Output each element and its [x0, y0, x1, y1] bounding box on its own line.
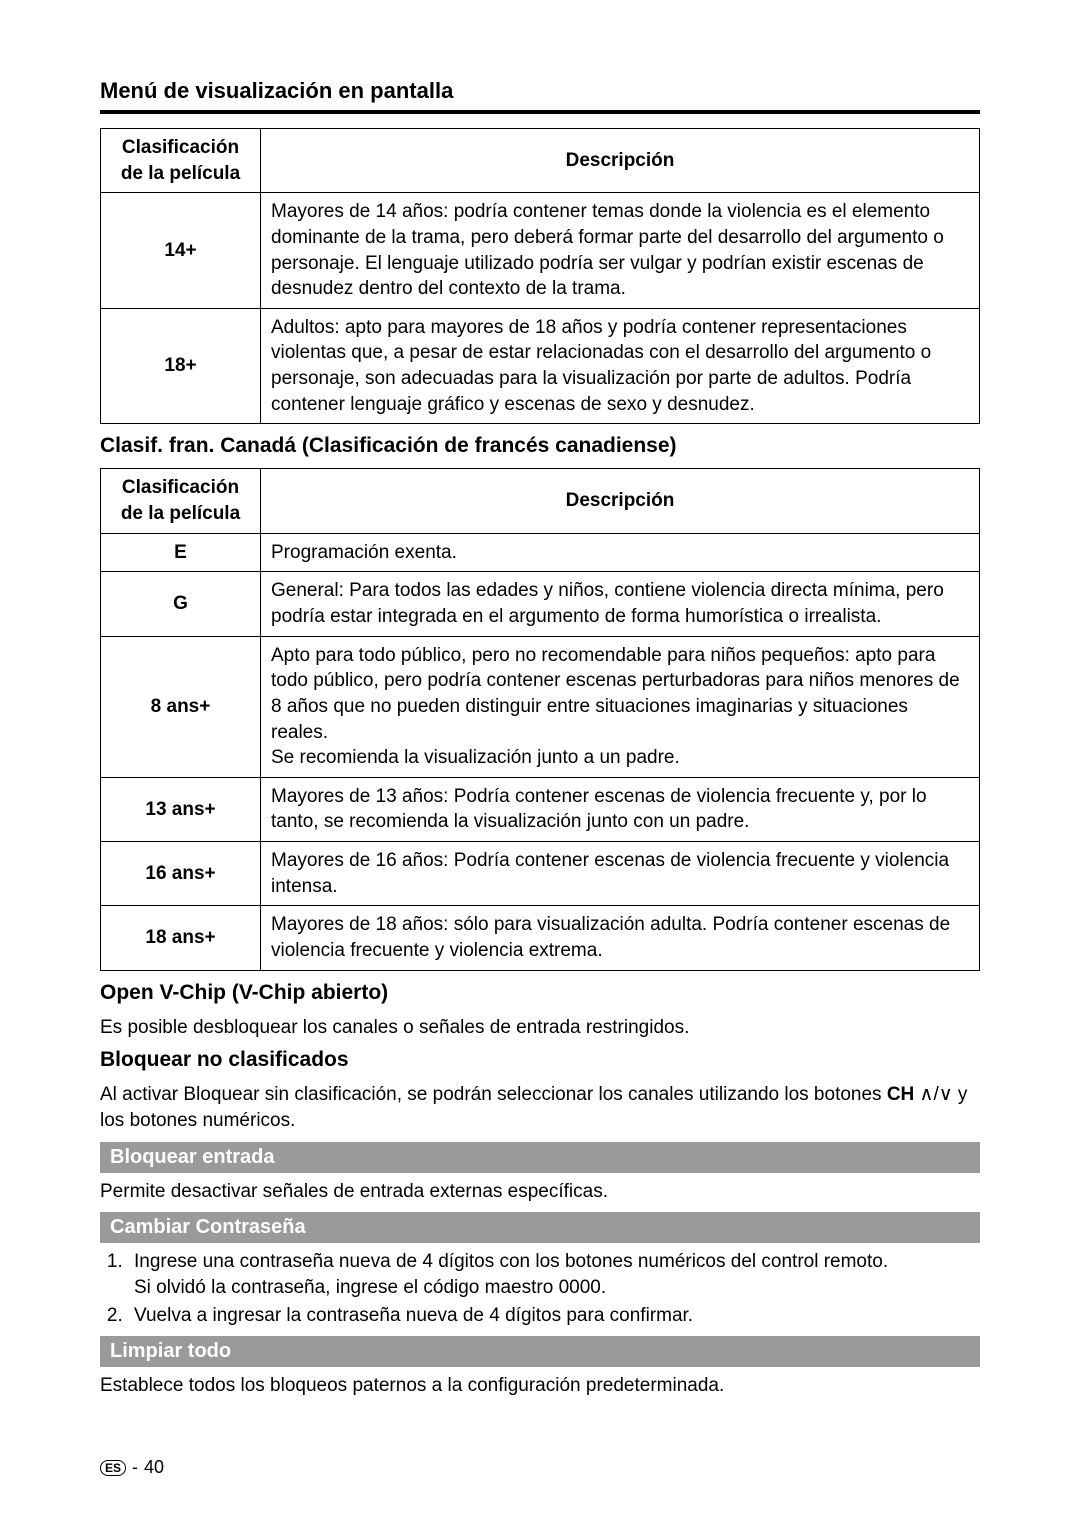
step-2: Vuelva a ingresar la contraseña nueva de… — [128, 1303, 980, 1329]
bloquear-entrada-bar: Bloquear entrada — [100, 1142, 980, 1173]
table-row: 13 ans+ Mayores de 13 años: Podría conte… — [101, 777, 980, 841]
rating-cell: 14+ — [101, 193, 261, 309]
ch-label: CH — [887, 1084, 914, 1105]
ratings-table-2: Clasificación de la película Descripción… — [100, 468, 980, 970]
table1-header-desc: Descripción — [261, 129, 980, 193]
main-title: Menú de visualización en pantalla — [100, 78, 980, 114]
desc-cell: Mayores de 14 años: podría contener tema… — [261, 193, 980, 309]
desc-cell: General: Para todos las edades y niños, … — [261, 572, 980, 636]
table-row: 16 ans+ Mayores de 16 años: Podría conte… — [101, 842, 980, 906]
step-1a: Ingrese una contraseña nueva de 4 dígito… — [134, 1251, 888, 1272]
limpiar-todo-text: Establece todos los bloqueos paternos a … — [100, 1373, 980, 1399]
rating-cell: 16 ans+ — [101, 842, 261, 906]
rating-cell: 8 ans+ — [101, 636, 261, 777]
desc-cell: Programación exenta. — [261, 533, 980, 572]
open-vchip-text: Es posible desbloquear los canales o señ… — [100, 1015, 980, 1041]
step-1b: Si olvidó la contraseña, ingrese el códi… — [134, 1277, 606, 1298]
bloquear-noclasif-prefix: Al activar Bloquear sin clasificación, s… — [100, 1084, 887, 1105]
limpiar-todo-bar: Limpiar todo — [100, 1336, 980, 1367]
language-badge: ES — [100, 1460, 126, 1476]
table1-header-rating: Clasificación de la película — [101, 129, 261, 193]
desc-cell: Mayores de 16 años: Podría contener esce… — [261, 842, 980, 906]
bloquear-noclasif-title: Bloquear no clasificados — [100, 1048, 980, 1072]
table2-header-desc: Descripción — [261, 469, 980, 533]
rating-cell: 13 ans+ — [101, 777, 261, 841]
rating-cell: E — [101, 533, 261, 572]
table-row: E Programación exenta. — [101, 533, 980, 572]
table-row: 18 ans+ Mayores de 18 años: sólo para vi… — [101, 906, 980, 970]
cambiar-contrasena-steps: Ingrese una contraseña nueva de 4 dígito… — [100, 1249, 980, 1328]
table-row: 14+ Mayores de 14 años: podría contener … — [101, 193, 980, 309]
footer-sep: - — [132, 1457, 138, 1478]
desc-cell: Mayores de 18 años: sólo para visualizac… — [261, 906, 980, 970]
page-number: 40 — [144, 1457, 164, 1478]
table-row: 8 ans+ Apto para todo público, pero no r… — [101, 636, 980, 777]
rating-cell: 18+ — [101, 308, 261, 424]
bloquear-entrada-text: Permite desactivar señales de entrada ex… — [100, 1179, 980, 1205]
page-footer: ES - 40 — [100, 1457, 164, 1478]
table-row: 18+ Adultos: apto para mayores de 18 año… — [101, 308, 980, 424]
section-title-canada-fr: Clasif. fran. Canadá (Clasificación de f… — [100, 434, 980, 458]
open-vchip-title: Open V-Chip (V-Chip abierto) — [100, 981, 980, 1005]
desc-cell: Mayores de 13 años: Podría contener esce… — [261, 777, 980, 841]
table-row: G General: Para todos las edades y niños… — [101, 572, 980, 636]
ch-up-down-icon: ∧/∨ — [914, 1084, 952, 1105]
ratings-table-1: Clasificación de la película Descripción… — [100, 128, 980, 424]
step-1: Ingrese una contraseña nueva de 4 dígito… — [128, 1249, 980, 1300]
table2-header-rating: Clasificación de la película — [101, 469, 261, 533]
desc-cell: Adultos: apto para mayores de 18 años y … — [261, 308, 980, 424]
desc-cell: Apto para todo público, pero no recomend… — [261, 636, 980, 777]
bloquear-noclasif-text: Al activar Bloquear sin clasificación, s… — [100, 1082, 980, 1133]
rating-cell: G — [101, 572, 261, 636]
cambiar-contrasena-bar: Cambiar Contraseña — [100, 1212, 980, 1243]
rating-cell: 18 ans+ — [101, 906, 261, 970]
